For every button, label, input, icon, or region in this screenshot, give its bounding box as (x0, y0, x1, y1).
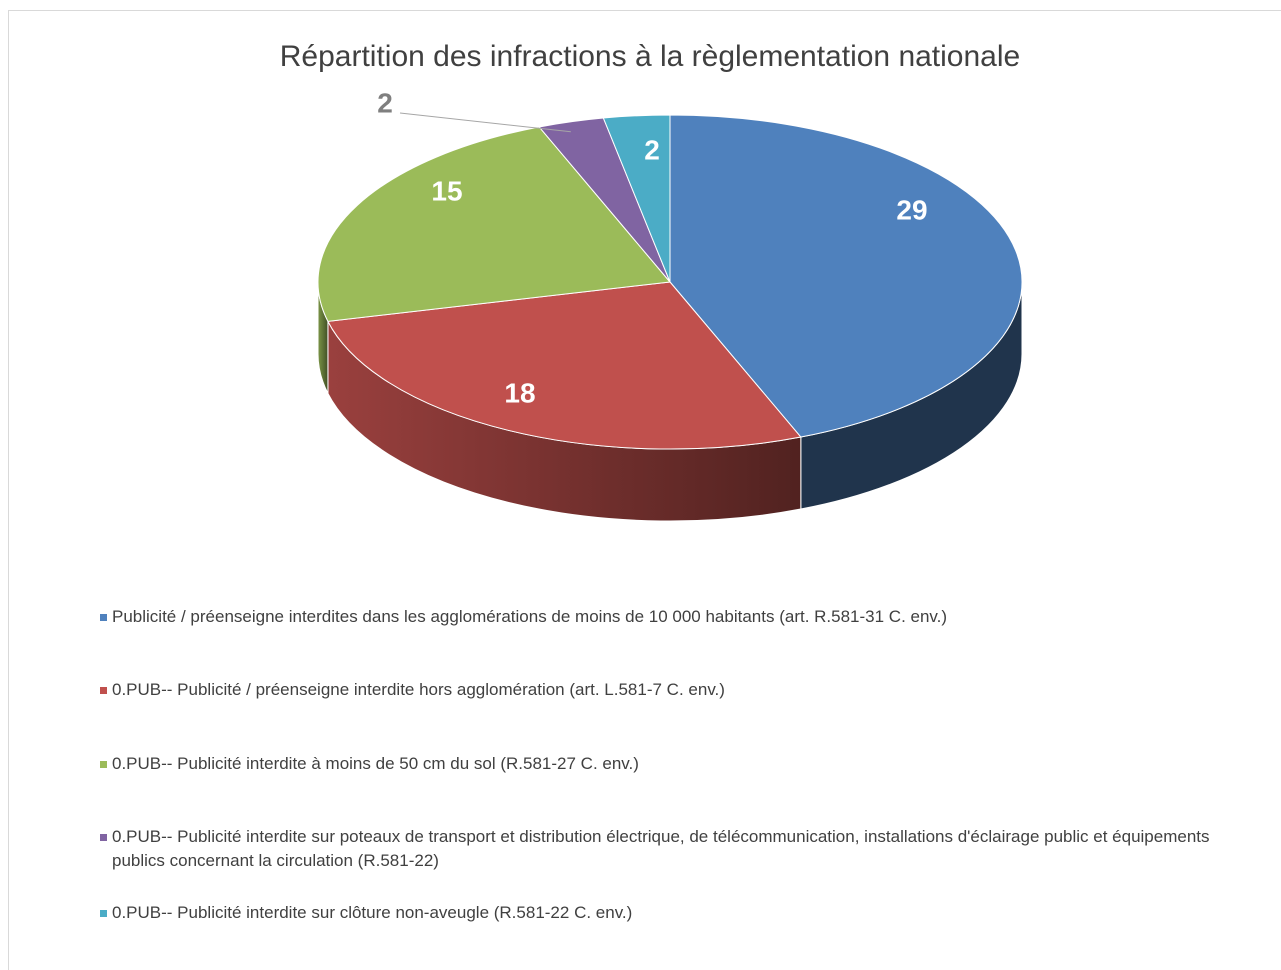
legend-swatch (100, 687, 107, 694)
legend-label: 0.PUB-- Publicité / préenseigne interdit… (112, 680, 725, 699)
legend-label: Publicité / préenseigne interdites dans … (112, 607, 948, 626)
legend-swatch (100, 761, 107, 768)
pie-slice (317, 126, 671, 322)
pie-slice (669, 114, 1023, 438)
legend-swatch (100, 614, 107, 621)
legend-entry: 0.PUB-- Publicité / préenseigne interdit… (100, 678, 725, 702)
data-label: 18 (504, 377, 535, 408)
legend-entry: 0.PUB-- Publicité interdite sur poteaux … (100, 825, 1210, 873)
data-label: 2 (644, 134, 660, 165)
data-label: 29 (896, 194, 927, 225)
data-label: 15 (431, 175, 462, 206)
chart-frame (8, 10, 1281, 970)
legend-swatch (100, 834, 107, 841)
legend-swatch (100, 910, 107, 917)
legend-label: 0.PUB-- Publicité interdite sur poteaux … (112, 827, 1210, 870)
chart: Répartition des infractions à la règleme… (280, 40, 1023, 522)
leader-line (399, 112, 571, 133)
legend-entry: Publicité / préenseigne interdites dans … (100, 605, 947, 629)
data-label: 2 (377, 87, 393, 118)
chart-title: Répartition des infractions à la règleme… (280, 40, 1020, 73)
legend-label: 0.PUB-- Publicité interdite à moins de 5… (112, 754, 639, 773)
legend-label: 0.PUB-- Publicité interdite sur clôture … (112, 903, 633, 922)
pie-slice (602, 114, 671, 283)
legend-entry: 0.PUB-- Publicité interdite sur clôture … (100, 901, 632, 925)
pie-slice (327, 281, 802, 450)
legend-entry: 0.PUB-- Publicité interdite à moins de 5… (100, 752, 639, 776)
